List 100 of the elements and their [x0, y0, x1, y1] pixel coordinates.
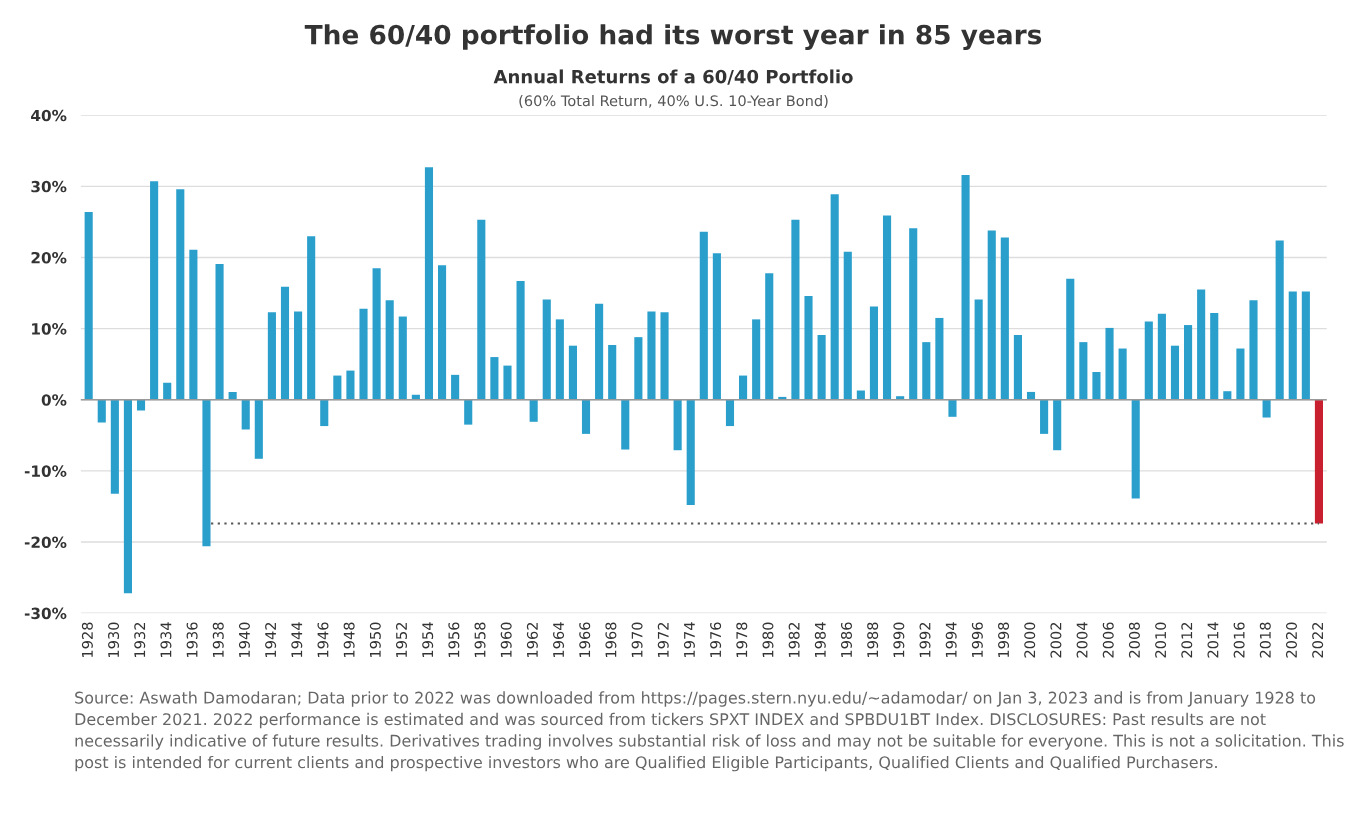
- x-tick-label: 1932: [134, 622, 146, 657]
- x-tick-label: 1944: [291, 622, 303, 657]
- bar: [241, 399, 250, 430]
- bar: [909, 228, 918, 400]
- x-tick-label: 2012: [1181, 622, 1193, 658]
- bar: [1223, 391, 1232, 400]
- x-tick-label: 1936: [186, 622, 198, 657]
- bar: [660, 312, 669, 400]
- chart-title: The 60/40 portfolio had its worst year in 85 years: [304, 24, 1042, 50]
- x-tick-label: 1950: [369, 622, 381, 657]
- x-tick-label: 2016: [1233, 622, 1245, 658]
- x-tick-label: 1980: [762, 622, 774, 657]
- bar: [1105, 327, 1114, 400]
- y-tick-label: 0%: [41, 394, 67, 406]
- bar: [1170, 345, 1180, 400]
- bar: [189, 249, 198, 400]
- bar: [882, 215, 892, 400]
- bar: [542, 299, 551, 400]
- chart-subtitle: Annual Returns of a 60/40 Portfolio: [493, 69, 853, 85]
- bar: [163, 382, 172, 400]
- x-tick-label: 1948: [343, 622, 355, 657]
- bar: [634, 337, 643, 400]
- bar: [581, 399, 591, 434]
- bar: [1144, 321, 1153, 400]
- bar: [1197, 289, 1206, 400]
- bar: [1066, 278, 1075, 400]
- x-tick-label: 1946: [317, 622, 329, 657]
- bar: [1236, 348, 1245, 400]
- bar: [1288, 291, 1297, 400]
- x-tick-label: 1988: [867, 622, 879, 657]
- bar: [595, 303, 604, 400]
- x-tick-label: 1984: [814, 622, 826, 657]
- bar: [555, 319, 564, 400]
- bar: [1092, 372, 1101, 400]
- bar: [84, 211, 93, 400]
- x-tick-label: 1966: [579, 622, 591, 657]
- bar: [490, 357, 499, 400]
- bar: [464, 399, 473, 425]
- bar: [1000, 237, 1009, 400]
- bar: [1040, 399, 1049, 434]
- x-tick-label: 1964: [553, 622, 565, 657]
- y-tick-label: 40%: [31, 109, 67, 122]
- bar: [424, 167, 434, 400]
- bar: [1184, 325, 1193, 400]
- x-tick-label: 1992: [919, 622, 931, 657]
- y-tick-label: -20%: [24, 536, 67, 549]
- text: (60% Total Return, 40% U.S. 10-Year Bond): [519, 95, 828, 108]
- x-tick-label: 1970: [631, 622, 643, 657]
- x-tick-label: 1976: [710, 622, 722, 657]
- x-tick-label: 1968: [605, 622, 617, 657]
- bar: [869, 306, 879, 400]
- bar: [974, 299, 983, 400]
- bar: [608, 344, 617, 400]
- x-tick-label: 2006: [1102, 622, 1114, 658]
- bar: [529, 399, 538, 422]
- bar: [856, 390, 865, 400]
- x-tick-label: 2010: [1155, 622, 1167, 658]
- x-tick-label: 1972: [657, 622, 669, 657]
- bar: [110, 399, 119, 494]
- bar: [843, 251, 852, 400]
- bar: [254, 399, 263, 459]
- x-tick-label: 2008: [1128, 622, 1140, 658]
- bar: [202, 399, 211, 547]
- bar: [1118, 348, 1127, 400]
- x-tick-label: 1956: [448, 622, 460, 657]
- bar: [97, 399, 106, 423]
- bar: [1249, 300, 1258, 400]
- bar: [739, 375, 748, 400]
- x-tick-label: 1952: [395, 622, 408, 657]
- y-tick-label: 10%: [32, 323, 67, 335]
- x-tick-label: 1978: [736, 622, 748, 657]
- bar: [712, 253, 721, 400]
- x-tick-label: 1938: [212, 622, 224, 657]
- y-tick-label: -10%: [24, 465, 67, 477]
- x-tick-label: 1930: [108, 622, 120, 657]
- x-tick-label: 1960: [500, 622, 512, 657]
- bar: [451, 374, 460, 400]
- bar: [987, 230, 996, 400]
- bar: [372, 268, 381, 400]
- bar: [267, 312, 276, 400]
- x-tick-label: 1940: [238, 622, 250, 657]
- y-tick-label: 20%: [31, 251, 67, 264]
- bar: [1079, 342, 1088, 400]
- x-tick-label: 1928: [81, 622, 93, 657]
- bar: [1131, 399, 1140, 499]
- bar: [437, 265, 447, 400]
- bar: [359, 308, 368, 400]
- bar: [817, 335, 826, 400]
- y-tick-label: -30%: [24, 607, 67, 620]
- bar: [830, 194, 839, 400]
- bar: [621, 399, 630, 450]
- bar: [503, 365, 512, 400]
- bar: [176, 189, 185, 400]
- bar: [935, 317, 944, 400]
- bar: [948, 399, 957, 417]
- bar: [215, 263, 224, 400]
- x-tick-label: 1994: [945, 622, 957, 657]
- x-tick-label: 1998: [998, 622, 1010, 657]
- x-tick-label: 2014: [1207, 622, 1219, 658]
- x-tick-label: 1962: [526, 622, 538, 657]
